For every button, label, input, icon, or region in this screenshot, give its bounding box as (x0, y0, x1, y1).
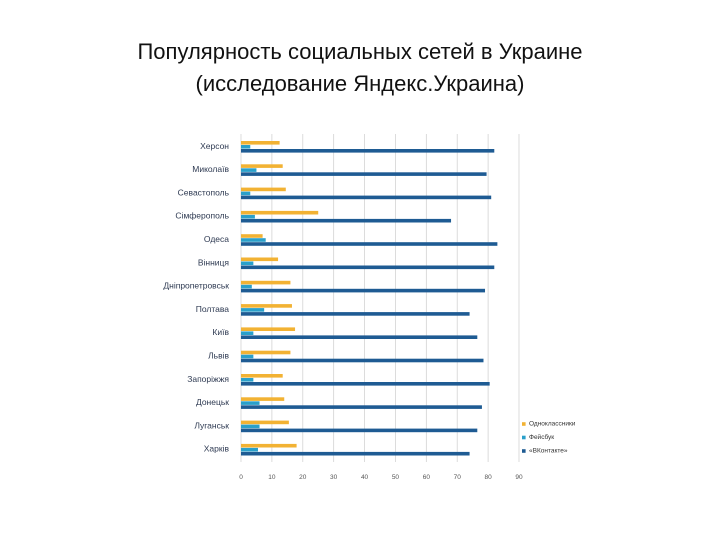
odnoklassniki-bar (241, 397, 285, 401)
odnoklassniki-bar (241, 164, 283, 168)
bar-group (241, 234, 498, 246)
vkontakte-bar (241, 312, 470, 316)
legend-label: Одноклассники (529, 421, 576, 428)
vkontakte-bar (241, 335, 478, 339)
bar-group (241, 164, 487, 176)
facebook-bar (241, 214, 255, 219)
vkontakte-bar (241, 288, 486, 293)
bar-group (241, 304, 470, 316)
odnoklassniki-bar (241, 327, 296, 331)
bar-group (241, 141, 495, 153)
x-tick-label: 0 (239, 474, 243, 481)
vkontakte-bar (241, 242, 498, 246)
facebook-bar (241, 308, 265, 312)
x-tick-label: 80 (484, 474, 492, 481)
facebook-bar (241, 261, 254, 266)
odnoklassniki-bar (241, 420, 289, 425)
odnoklassniki-bar (241, 257, 279, 262)
odnoklassniki-bar (241, 280, 291, 285)
category-label: Херсон (200, 141, 229, 151)
odnoklassniki-bar (241, 350, 291, 355)
category-label: Донецьк (196, 397, 229, 407)
legend-label: Фейсбук (529, 433, 554, 441)
odnoklassniki-bar (241, 374, 283, 378)
slide-title: Популярность социальных сетей в Украине … (0, 36, 720, 100)
category-label: Луганськ (194, 420, 229, 430)
legend: Одноклассники Фейсбук «ВКонтакте» (522, 421, 576, 455)
bar-group (241, 350, 484, 363)
odnoklassniki-bar (241, 210, 319, 215)
vkontakte-bar (241, 382, 490, 386)
category-label: Харків (204, 444, 230, 454)
bar-group (241, 257, 495, 270)
odnoklassniki-bar (241, 304, 292, 308)
category-label: Львів (208, 350, 229, 360)
gridlines (240, 134, 520, 462)
vkontakte-bar (241, 218, 452, 223)
bars (241, 141, 498, 456)
legend-swatch (522, 435, 526, 440)
bar-group (241, 443, 470, 456)
vkontakte-bar (241, 405, 482, 409)
bar-group (241, 374, 490, 386)
legend-swatch (522, 449, 526, 453)
bar-group (241, 397, 482, 409)
x-tick-label: 10 (268, 474, 276, 481)
x-tick-label: 60 (423, 474, 431, 481)
category-label: Дніпропетровськ (163, 281, 229, 291)
category-label: Вінниця (198, 257, 230, 267)
legend-swatch (522, 422, 526, 426)
facebook-bar (241, 331, 254, 335)
vkontakte-bar (241, 195, 492, 200)
vkontakte-bar (241, 428, 478, 433)
odnoklassniki-bar (241, 234, 263, 238)
category-label: Севастополь (178, 187, 230, 197)
facebook-bar (241, 354, 254, 359)
facebook-bar (241, 447, 258, 452)
x-tick-label: 50 (392, 474, 400, 481)
bar-group (241, 210, 452, 223)
facebook-bar (241, 401, 260, 405)
odnoklassniki-bar (241, 141, 280, 145)
slide-title-line-2: (исследование Яндекс.Украина) (195, 71, 525, 96)
vkontakte-bar (241, 358, 484, 363)
category-label: Київ (212, 327, 229, 337)
category-label: Сімферополь (175, 211, 229, 221)
vkontakte-bar (241, 451, 470, 456)
x-tick-label: 40 (361, 474, 369, 481)
legend-item: Одноклассники (522, 421, 576, 428)
legend-item: «ВКонтакте» (522, 448, 568, 455)
x-tick-label: 30 (330, 474, 338, 481)
legend-item: Фейсбук (522, 433, 554, 441)
facebook-bar (241, 168, 257, 172)
bar-group (241, 280, 486, 293)
facebook-bar (241, 191, 251, 196)
vkontakte-bar (241, 265, 495, 270)
odnoklassniki-bar (241, 443, 297, 448)
facebook-bar (241, 284, 252, 289)
x-tick-label: 90 (515, 474, 523, 481)
category-labels: Херсон Миколаїв Севастополь Сімферополь Одес… (163, 141, 229, 454)
bar-group (241, 187, 492, 200)
slide-title-line-1: Популярность социальных сетей в Украине (137, 39, 583, 64)
bar-group (241, 327, 478, 339)
facebook-bar (241, 145, 251, 149)
facebook-bar (241, 378, 254, 382)
facebook-bar (241, 424, 260, 429)
x-tick-label: 20 (299, 474, 307, 481)
x-axis-ticks: 0 10 20 30 40 50 60 70 80 90 (239, 474, 523, 481)
bar-group (241, 420, 478, 433)
vkontakte-bar (241, 172, 487, 176)
category-label: Запоріжжя (187, 374, 229, 384)
vkontakte-bar (241, 149, 495, 153)
legend-label: «ВКонтакте» (529, 448, 568, 455)
odnoklassniki-bar (241, 187, 286, 192)
x-tick-label: 70 (454, 474, 462, 481)
facebook-bar (241, 238, 266, 242)
category-label: Полтава (196, 304, 230, 314)
category-label: Одеса (204, 234, 229, 244)
category-label: Миколаїв (192, 164, 229, 174)
